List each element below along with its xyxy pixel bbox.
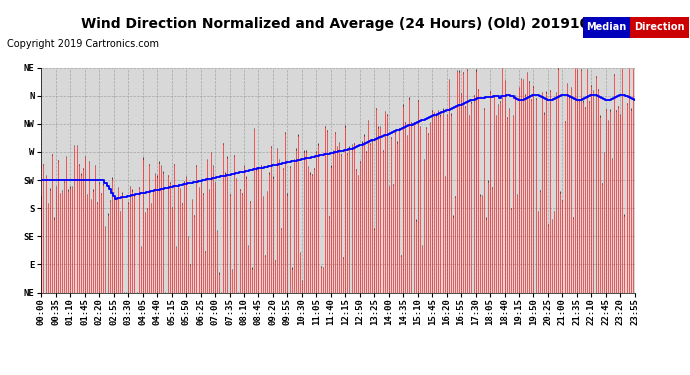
- Text: Copyright 2019 Cartronics.com: Copyright 2019 Cartronics.com: [7, 39, 159, 50]
- Text: Median: Median: [586, 22, 627, 32]
- Text: Direction: Direction: [634, 22, 684, 32]
- Text: Wind Direction Normalized and Average (24 Hours) (Old) 20191015: Wind Direction Normalized and Average (2…: [81, 17, 609, 31]
